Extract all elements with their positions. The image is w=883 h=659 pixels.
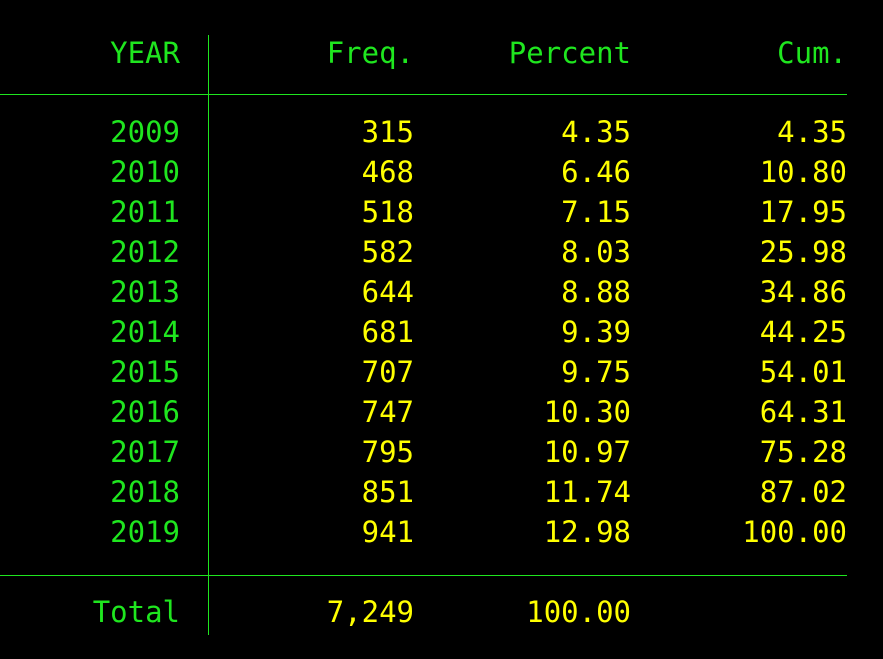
cell: 11.74 — [544, 475, 631, 509]
row-label: 2014 — [110, 315, 180, 349]
cell: 7.15 — [561, 195, 631, 229]
cell: 8.03 — [561, 235, 631, 269]
cell: 941 — [362, 515, 414, 549]
total-cell: 7,249 — [327, 595, 414, 629]
cell: 4.35 — [777, 115, 847, 149]
row-label: 2011 — [110, 195, 180, 229]
cell: 6.46 — [561, 155, 631, 189]
total-cell: 100.00 — [526, 595, 631, 629]
row-label: 2009 — [110, 115, 180, 149]
cell: 10.30 — [544, 395, 631, 429]
cell: 644 — [362, 275, 414, 309]
row-label: 2010 — [110, 155, 180, 189]
cell: 87.02 — [760, 475, 847, 509]
cell: 707 — [362, 355, 414, 389]
cell: 44.25 — [760, 315, 847, 349]
cell: 315 — [362, 115, 414, 149]
cell: 10.97 — [544, 435, 631, 469]
cell: 795 — [362, 435, 414, 469]
cell: 17.95 — [760, 195, 847, 229]
cell: 10.80 — [760, 155, 847, 189]
row-label: 2016 — [110, 395, 180, 429]
cell: 747 — [362, 395, 414, 429]
cell: 34.86 — [760, 275, 847, 309]
cell: 100.00 — [742, 515, 847, 549]
row-label: 2017 — [110, 435, 180, 469]
cell: 12.98 — [544, 515, 631, 549]
cell: 518 — [362, 195, 414, 229]
cell: 54.01 — [760, 355, 847, 389]
total-label: Total — [93, 595, 180, 629]
row-label: 2012 — [110, 235, 180, 269]
row-label: 2019 — [110, 515, 180, 549]
cell: 25.98 — [760, 235, 847, 269]
row-label: 2013 — [110, 275, 180, 309]
cell: 468 — [362, 155, 414, 189]
cell: 8.88 — [561, 275, 631, 309]
row-label: 2018 — [110, 475, 180, 509]
cell: 851 — [362, 475, 414, 509]
cell: 75.28 — [760, 435, 847, 469]
cell: 9.39 — [561, 315, 631, 349]
column-header: YEAR — [110, 36, 180, 70]
column-header: Cum. — [777, 36, 847, 70]
column-header: Percent — [509, 36, 631, 70]
cell: 64.31 — [760, 395, 847, 429]
cell: 4.35 — [561, 115, 631, 149]
cell: 9.75 — [561, 355, 631, 389]
cell: 681 — [362, 315, 414, 349]
column-header: Freq. — [327, 36, 414, 70]
row-label: 2015 — [110, 355, 180, 389]
cell: 582 — [362, 235, 414, 269]
